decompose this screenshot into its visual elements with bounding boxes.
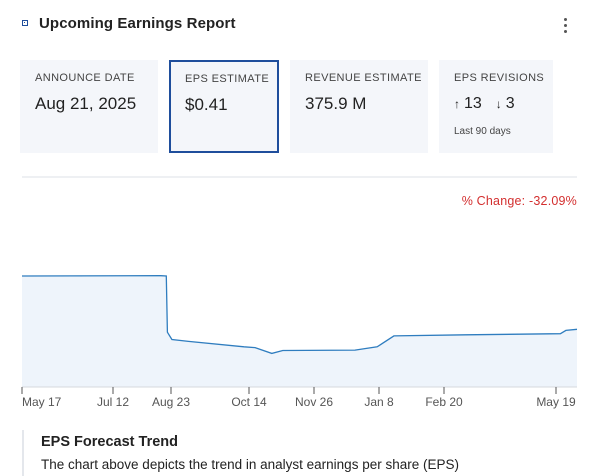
- revenue-estimate-card[interactable]: REVENUE ESTIMATE 375.9 M: [290, 60, 428, 153]
- x-tick-label: Jul 12: [97, 395, 129, 409]
- arrow-down-icon: ↓: [495, 97, 502, 111]
- eps-trend-chart[interactable]: May 17 Jul 12 Aug 23 Oct 14 Nov 26 Jan 8 Feb 2…: [0, 230, 595, 415]
- revisions-counts: ↑ 13 ↓ 3: [454, 95, 529, 113]
- revisions-up-count: 13: [464, 95, 482, 112]
- percent-change: % Change: -32.09%: [462, 194, 577, 208]
- eps-revisions-card[interactable]: EPS REVISIONS ↑ 13 ↓ 3 Last 90 days: [439, 60, 553, 153]
- revisions-period: Last 90 days: [454, 126, 511, 137]
- card-value: 375.9 M: [305, 94, 367, 113]
- widget-header: Upcoming Earnings Report: [22, 14, 582, 36]
- description-title: EPS Forecast Trend: [41, 434, 178, 450]
- x-tick-label: May 19: [536, 395, 576, 409]
- card-label: REVENUE ESTIMATE: [305, 72, 422, 84]
- x-tick-label: Oct 14: [231, 395, 267, 409]
- description-accent: [22, 430, 24, 476]
- percent-change-label: % Change:: [461, 194, 526, 208]
- description-text: The chart above depicts the trend in ana…: [41, 457, 459, 472]
- widget-title: Upcoming Earnings Report: [39, 15, 236, 32]
- kebab-menu-icon[interactable]: [558, 14, 574, 36]
- arrow-up-icon: ↑: [454, 97, 460, 111]
- x-tick-label: May 17: [22, 395, 62, 409]
- x-tick-label: Aug 23: [152, 395, 190, 409]
- card-label: ANNOUNCE DATE: [35, 72, 135, 84]
- eps-estimate-card[interactable]: EPS ESTIMATE $0.41: [169, 60, 279, 153]
- x-tick-label: Jan 8: [364, 395, 394, 409]
- card-label: EPS REVISIONS: [454, 72, 545, 84]
- percent-change-value: -32.09%: [529, 194, 577, 208]
- announce-date-card[interactable]: ANNOUNCE DATE Aug 21, 2025: [20, 60, 158, 153]
- series-line: [21, 275, 578, 355]
- card-value: $0.41: [185, 95, 228, 114]
- series-area: [22, 275, 577, 387]
- x-tick-label: Nov 26: [295, 395, 333, 409]
- card-value: Aug 21, 2025: [35, 94, 137, 113]
- section-divider: [22, 176, 577, 178]
- card-label: EPS ESTIMATE: [185, 73, 270, 85]
- revisions-down-count: 3: [505, 95, 515, 112]
- square-dot-icon: [22, 20, 28, 26]
- x-tick-label: Feb 20: [425, 395, 463, 409]
